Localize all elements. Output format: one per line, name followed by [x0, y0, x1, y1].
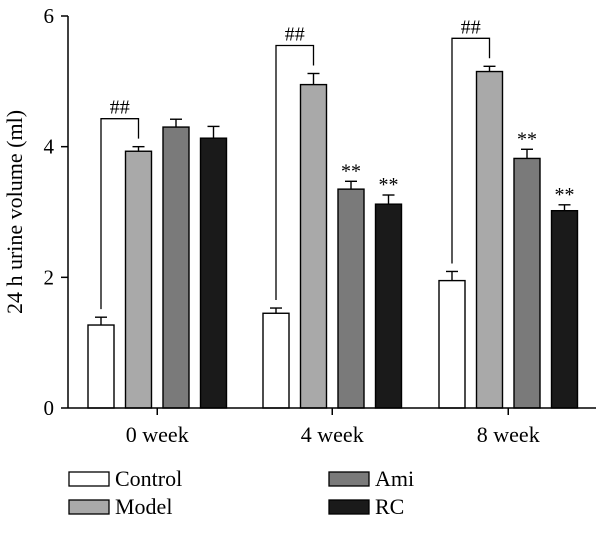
legend-swatch-rc — [328, 499, 370, 515]
significance-bracket-label-0: ## — [110, 97, 130, 119]
bar-rc-0 — [199, 137, 228, 409]
significance-marker-0: ** — [341, 160, 361, 182]
bar-rc-2 — [550, 209, 579, 409]
bar-model-1 — [299, 83, 328, 409]
y-tick-label-6: 6 — [44, 4, 55, 28]
bar-control-0 — [87, 324, 115, 409]
y-tick-label-0: 0 — [44, 396, 55, 420]
significance-marker-3: ** — [555, 184, 575, 206]
significance-bracket-1 — [275, 44, 315, 301]
legend-label-rc: RC — [375, 494, 404, 519]
legend: Control Model Ami RC — [68, 466, 414, 519]
legend-label-control: Control — [115, 466, 182, 491]
bar-ami-2 — [513, 157, 541, 409]
bar-model-0 — [124, 150, 153, 409]
significance-bracket-2 — [451, 37, 491, 264]
significance-marker-2: ** — [517, 128, 537, 150]
bar-model-2 — [475, 70, 504, 409]
x-tick-label-0: 0 week — [126, 422, 189, 447]
bar-control-2 — [438, 279, 466, 409]
x-tick-label-2: 8 week — [477, 422, 540, 447]
significance-bracket-label-2: ## — [461, 16, 481, 38]
legend-swatch-model — [68, 499, 110, 515]
y-tick-label-4: 4 — [44, 135, 55, 159]
legend-label-model: Model — [115, 494, 172, 519]
axes: 0 2 4 6 0 week 4 week 8 week — [44, 4, 596, 447]
y-tick-label-2: 2 — [44, 265, 55, 289]
bar-ami-1 — [337, 188, 365, 409]
bar-rc-1 — [374, 203, 403, 409]
significance-bracket-0 — [100, 118, 140, 310]
bar-ami-0 — [162, 126, 190, 409]
significance-bracket-label-1: ## — [285, 23, 305, 45]
significance-marker-1: ** — [379, 174, 399, 196]
legend-swatch-control — [68, 471, 110, 487]
bar-control-1 — [262, 312, 290, 409]
legend-swatch-ami — [328, 471, 370, 487]
bars — [87, 65, 579, 409]
y-axis-title: 24 h urine volume (ml) — [2, 110, 27, 314]
legend-label-ami: Ami — [375, 466, 414, 491]
significance-annotations: ## ## ## ** ** ** ** — [100, 16, 575, 310]
x-tick-label-1: 4 week — [301, 422, 364, 447]
